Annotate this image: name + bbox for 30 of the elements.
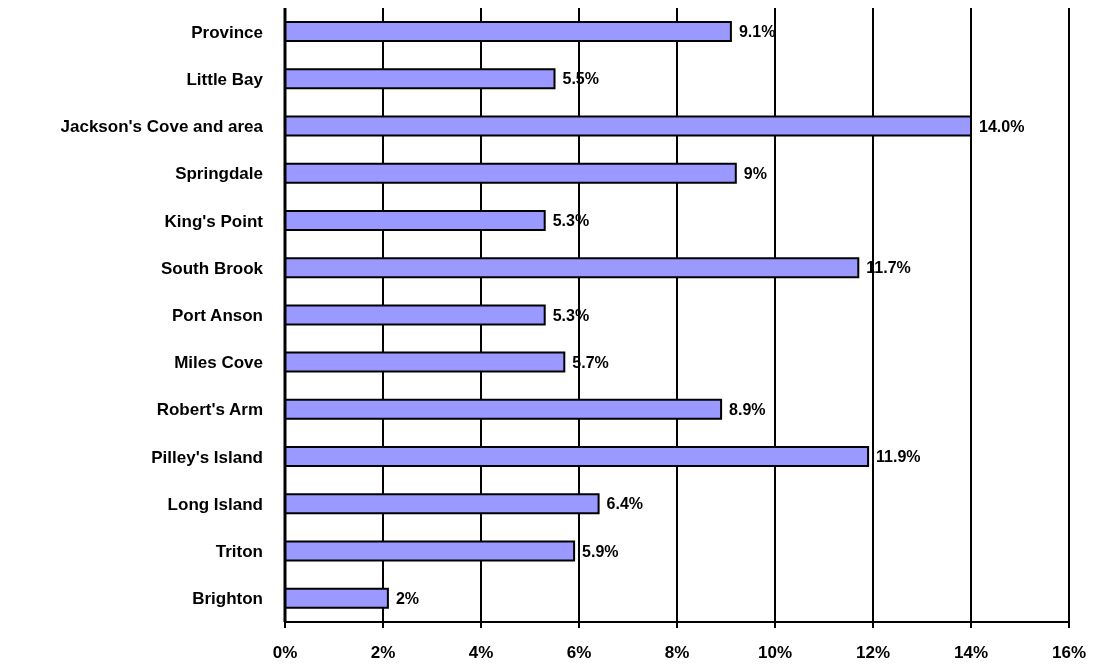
y-tick-label: Little Bay	[186, 69, 264, 89]
data-label: 9%	[743, 164, 767, 182]
data-label: 5.9%	[582, 542, 619, 560]
x-tick-label: 16%	[1051, 643, 1087, 663]
y-tick-label: Miles Cove	[174, 353, 263, 373]
x-tick-label: 4%	[468, 643, 494, 663]
y-tick-label: Province	[191, 22, 263, 42]
x-tick-label: 14%	[953, 643, 989, 663]
y-tick-label: Robert's Arm	[156, 400, 263, 420]
x-tick-label: 6%	[566, 643, 592, 663]
y-tick-label: Pilley's Island	[151, 447, 263, 467]
data-label: 2%	[395, 589, 420, 607]
y-tick-label: Jackson's Cove and area	[60, 117, 264, 137]
y-tick-label: Springdale	[175, 164, 263, 184]
x-tick-label: 12%	[855, 643, 891, 663]
y-tick-label: King's Point	[164, 211, 264, 231]
data-label: 11.9%	[876, 448, 921, 466]
y-tick-label: Port Anson	[172, 306, 263, 326]
data-label: 8.9%	[729, 401, 766, 419]
x-tick-label: 2%	[370, 643, 396, 663]
x-tick-label: 8%	[664, 643, 690, 663]
x-tick-label: 0%	[272, 643, 298, 663]
y-tick-label: Brighton	[192, 589, 263, 609]
y-tick-label: Long Island	[167, 494, 263, 514]
data-label: 9.1%	[738, 23, 776, 41]
data-label: 14.0%	[979, 117, 1025, 135]
x-tick-label: 10%	[757, 643, 793, 663]
data-label: 6.4%	[606, 495, 644, 513]
y-tick-label: South Brook	[161, 258, 264, 278]
y-tick-label: Triton	[215, 542, 263, 562]
